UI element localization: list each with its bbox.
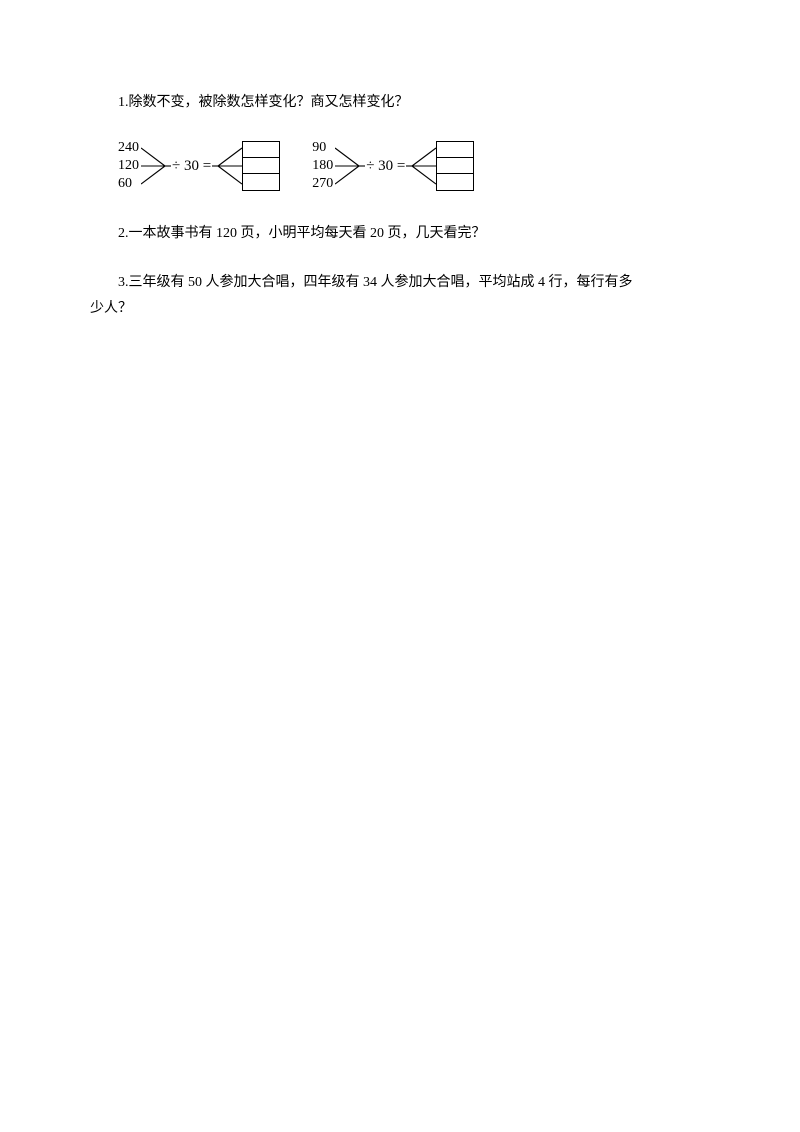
- answer-box: [437, 142, 473, 158]
- question-1: 1.除数不变，被除数怎样变化？商又怎样变化？: [90, 90, 710, 115]
- diagram-row: 240 120 60 ÷ 30 = 90 180 270: [118, 139, 710, 193]
- converge-bracket-icon: [141, 139, 171, 193]
- question-3: 3.三年级有 50 人参加大合唱，四年级有 34 人参加大合唱，平均站成 4 行…: [90, 270, 710, 320]
- diagram-2-inputs: 90 180 270: [312, 139, 333, 193]
- diagram-1-input-0: 240: [118, 139, 139, 157]
- answer-box: [437, 174, 473, 190]
- answer-box: [437, 158, 473, 174]
- question-2: 2.一本故事书有 120 页，小明平均每天看 20 页，几天看完？: [90, 221, 710, 246]
- question-3-line1: 3.三年级有 50 人参加大合唱，四年级有 34 人参加大合唱，平均站成 4 行…: [118, 275, 633, 290]
- question-2-text: 2.一本故事书有 120 页，小明平均每天看 20 页，几天看完？: [118, 226, 486, 241]
- diagram-1-op: ÷ 30 =: [172, 158, 211, 175]
- diagram-1-input-2: 60: [118, 175, 139, 193]
- diagram-2-op: ÷ 30 =: [366, 158, 405, 175]
- question-1-text: 1.除数不变，被除数怎样变化？商又怎样变化？: [118, 95, 409, 110]
- diagram-2-input-0: 90: [312, 139, 333, 157]
- answer-box: [243, 142, 279, 158]
- answer-box: [243, 174, 279, 190]
- diagram-2: 90 180 270 ÷ 30 =: [312, 139, 474, 193]
- diagram-1-inputs: 240 120 60: [118, 139, 139, 193]
- diagram-2-input-1: 180: [312, 157, 333, 175]
- diagram-1: 240 120 60 ÷ 30 =: [118, 139, 280, 193]
- diverge-bracket-icon: [212, 139, 242, 193]
- diagram-2-input-2: 270: [312, 175, 333, 193]
- diagram-1-input-1: 120: [118, 157, 139, 175]
- question-3-line2: 少人？: [90, 301, 132, 316]
- converge-bracket-icon: [335, 139, 365, 193]
- diagram-1-answer-boxes: [242, 141, 280, 191]
- answer-box: [243, 158, 279, 174]
- diverge-bracket-icon: [406, 139, 436, 193]
- diagram-2-answer-boxes: [436, 141, 474, 191]
